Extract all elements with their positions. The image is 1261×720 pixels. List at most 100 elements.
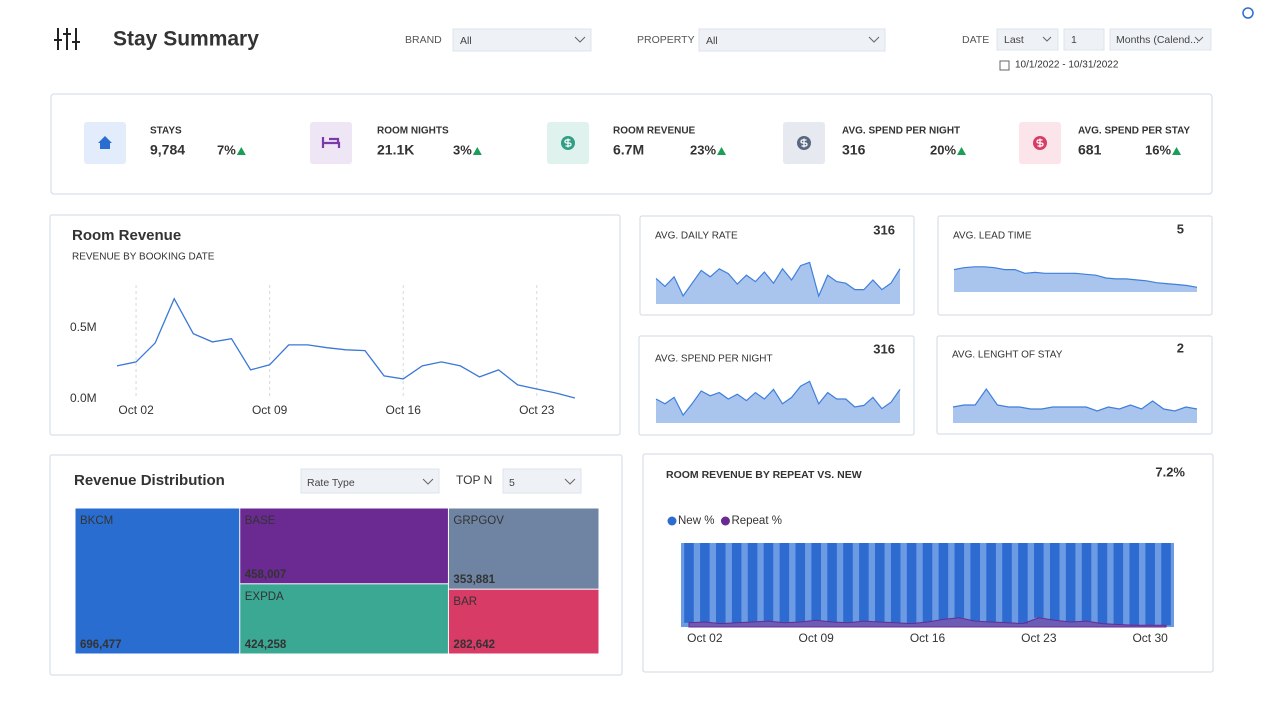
- up-arrow: [717, 147, 727, 155]
- tile-label: BKCM: [80, 515, 113, 527]
- kpi-icon: [564, 138, 572, 148]
- new-bar: [1129, 543, 1140, 626]
- new-bar: [875, 543, 885, 622]
- x-tick-label: Oct 09: [798, 631, 834, 645]
- y-tick-label: 0.5M: [70, 320, 97, 334]
- filter-value: All: [706, 35, 718, 47]
- tile-label: BASE: [245, 515, 276, 527]
- property-select[interactable]: [698, 28, 886, 52]
- refresh-icon[interactable]: [1242, 7, 1254, 19]
- new-bar: [1018, 543, 1028, 624]
- treemap-tile: [448, 508, 599, 589]
- new-bar: [1081, 543, 1092, 622]
- spark-area: [656, 262, 900, 304]
- spark-title: AVG. SPEND PER NIGHT: [655, 354, 773, 365]
- tile-value: 282,642: [453, 639, 495, 651]
- top-n-select[interactable]: [502, 468, 582, 494]
- y-tick-label: 0.0M: [70, 391, 97, 405]
- room-revenue-panel: [49, 214, 621, 436]
- filter-value: All: [460, 35, 472, 47]
- header-icon: [54, 28, 80, 50]
- x-tick-label: Oct 16: [386, 403, 422, 417]
- legend-dot: [720, 516, 730, 526]
- kpi-label: AVG. SPEND PER STAY: [1078, 126, 1190, 137]
- repeat-area: [688, 617, 1167, 628]
- brand-select[interactable]: [452, 28, 592, 52]
- new-bar: [731, 543, 742, 623]
- spark-area: [954, 266, 1197, 292]
- new-bar: [715, 543, 726, 624]
- unit-select[interactable]: [1109, 28, 1212, 51]
- chart-summary: 7.2%: [1155, 464, 1185, 479]
- spark-line: [953, 266, 1198, 288]
- new-bar: [795, 543, 806, 622]
- legend-label: New %: [678, 515, 714, 527]
- new-bar: [1049, 543, 1060, 621]
- chevron: [868, 36, 880, 43]
- spark-value: 316: [873, 222, 895, 237]
- filter-value: Last: [1004, 34, 1024, 46]
- treemap-tile: [75, 508, 240, 654]
- new-bar: [763, 543, 774, 622]
- kpi-value: 9,784: [150, 142, 185, 158]
- kpi-change: 3%: [453, 142, 472, 157]
- kpi-icon: [98, 136, 112, 149]
- chevron: [574, 36, 586, 43]
- spark-value: 2: [1177, 340, 1184, 355]
- new-bar: [1034, 543, 1044, 618]
- new-bar: [779, 543, 790, 623]
- new-bar: [1113, 543, 1124, 625]
- filter-value: 1: [1071, 34, 1077, 46]
- new-bar: [747, 543, 758, 622]
- kpi-change: 7%: [217, 142, 236, 157]
- chart-subtitle: REVENUE BY BOOKING DATE: [72, 252, 215, 263]
- kpi-label: ROOM REVENUE: [613, 126, 696, 137]
- x-tick-label: Oct 30: [1132, 631, 1168, 645]
- spark-area: [953, 389, 1197, 423]
- new-bar: [1065, 543, 1076, 622]
- kpi-icon: [800, 138, 808, 148]
- spark-line: [655, 380, 901, 417]
- chevron: [564, 478, 576, 485]
- kpi-label: AVG. SPEND PER NIGHT: [842, 126, 960, 137]
- count-input[interactable]: [1063, 28, 1105, 51]
- new-bar: [827, 543, 837, 622]
- spark-title: AVG. DAILY RATE: [655, 231, 738, 242]
- spark-title: AVG. LENGHT OF STAY: [952, 350, 1063, 361]
- chevron: [1042, 36, 1052, 42]
- filter-label: BRAND: [405, 34, 442, 46]
- x-tick-label: Oct 23: [519, 403, 555, 417]
- spark-value: 316: [873, 341, 895, 356]
- filter-label: DATE: [962, 34, 989, 46]
- spark-line: [952, 387, 1198, 412]
- select-value: 5: [509, 477, 515, 489]
- page-title: Stay Summary: [113, 28, 259, 51]
- chevron: [422, 478, 434, 485]
- new-bar: [811, 543, 821, 621]
- tile-value: 353,881: [453, 574, 495, 586]
- new-bar: [843, 543, 853, 623]
- treemap-tile: [240, 508, 448, 584]
- kpi-change: 20%: [930, 142, 956, 157]
- new-bar: [700, 543, 710, 622]
- kpi-row: STAYS 9,784 7% ROOM NIGHTS 21.1K 3% ROOM REVEN…: [84, 122, 1190, 164]
- kpi-change: 16%: [1145, 142, 1171, 157]
- new-bar: [1145, 543, 1155, 626]
- new-bar: [954, 543, 965, 618]
- new-bar: [970, 543, 980, 622]
- kpi-label: STAYS: [150, 126, 182, 137]
- spark-title: AVG. LEAD TIME: [953, 231, 1032, 242]
- group-select[interactable]: [300, 468, 440, 494]
- spark-area: [656, 381, 900, 423]
- up-arrow: [957, 147, 967, 155]
- x-tick-label: Oct 02: [118, 403, 154, 417]
- spark-line: [655, 261, 901, 298]
- up-arrow: [472, 147, 482, 155]
- tile-value: 458,007: [245, 569, 287, 581]
- period-select[interactable]: [996, 28, 1059, 51]
- tile-value: 696,477: [80, 639, 122, 651]
- chart-title: Room Revenue: [72, 227, 181, 244]
- kpi-change: 23%: [690, 142, 716, 157]
- treemap-tile: [448, 589, 599, 654]
